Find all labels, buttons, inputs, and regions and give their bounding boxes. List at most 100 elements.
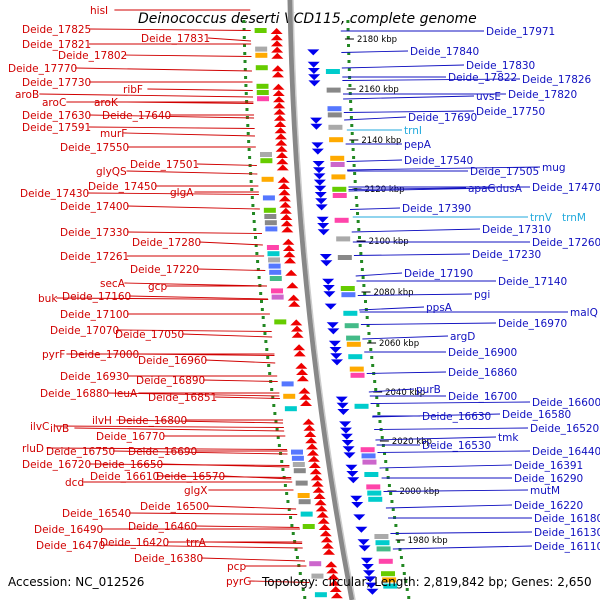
ring-tick [375,396,379,399]
gene-label-forward: dcd [65,477,84,489]
reverse-gene-arrow [353,514,366,521]
reverse-gene-arrow [365,582,378,589]
ring-tick [349,100,353,103]
ring-tick [298,572,302,575]
cog-category-box [329,137,344,143]
leader-line [341,64,465,69]
gene-label-reverse: ppsA [426,302,453,314]
forward-gene-arrow [278,189,291,196]
ring-tick [377,412,381,415]
forward-gene-arrow [272,83,285,90]
ring-tick [387,484,391,487]
cog-category-box [262,195,275,201]
ring-tick [247,148,251,151]
forward-gene-arrow [327,573,340,580]
ring-tick [261,316,265,319]
gene-label-forward: Deide_17550 [60,142,129,154]
cog-category-box [265,226,278,232]
cog-category-box [283,393,296,399]
forward-gene-arrow [281,226,294,233]
ring-tick [253,236,257,239]
ring-tick [363,292,367,295]
forward-gene-arrow [278,183,291,189]
reverse-gene-arrow [310,117,323,124]
gene-label-forward: Deide_17000 [70,349,139,361]
leader-line [375,436,497,441]
reverse-gene-arrow [308,80,321,87]
leader-line [46,447,288,450]
ring-tick [368,340,372,343]
gene-label-reverse: Deide_16391 [514,460,583,472]
reverse-gene-arrow [330,353,343,360]
ring-tick [354,196,358,199]
cog-category-box [271,294,284,300]
gene-label-forward: Deide_17280 [132,237,201,249]
reverse-strand-features [307,49,398,595]
forward-gene-arrow [323,548,336,555]
forward-gene-arrow [273,96,286,103]
gene-label-forward: Deide_16960 [138,355,207,367]
gene-label-forward: Deide_16490 [34,524,103,536]
ring-tick [352,164,356,167]
gene-label-reverse: Deide_17690 [408,112,477,124]
ring-tick [250,188,254,191]
forward-gene-arrow [319,530,332,537]
forward-gene-arrow [308,462,321,468]
forward-gene-arrow [282,245,295,251]
cog-category-box [349,366,364,372]
gene-label-reverse: tmk [498,432,519,444]
ring-tick [374,388,378,391]
gene-label-forward: hisI [90,5,108,17]
cog-category-box [366,484,381,490]
forward-gene-arrow [321,542,334,549]
cog-category-box [330,162,345,167]
ring-tick [371,364,375,367]
reverse-gene-arrow [310,123,323,130]
reverse-gene-arrow [328,340,341,347]
ring-tick [393,516,397,519]
ring-tick [243,60,247,63]
gene-label-forward: glgA [170,187,194,199]
ring-tick [253,228,257,231]
leader-line [137,353,275,356]
gene-label-forward: Deide_17050 [115,329,184,341]
leader-line [223,475,292,480]
cog-category-box [261,176,274,182]
gene-label-reverse: Deide_17390 [402,203,471,215]
kbp-label: 2020 kbp [392,437,432,447]
reverse-gene-arrow [307,68,320,74]
cog-category-box [368,496,383,502]
cog-category-box [292,462,305,467]
forward-gene-arrow [313,493,326,499]
gene-label-reverse: mutM [530,485,560,497]
leader-line [392,545,533,550]
leader-line [124,132,256,137]
gene-label-reverse: Deide_17140 [498,276,567,288]
gene-label-forward: Deide_16380 [134,553,203,565]
reverse-gene-arrow [311,148,324,155]
gene-label-reverse: mug [542,162,566,174]
gene-label-forward: Deide_17802 [58,50,127,62]
gene-label-forward: ilvC [30,421,49,433]
gene-label-forward: Deide_17501 [130,159,199,171]
ring-tick [256,268,260,271]
ring-tick [380,436,384,439]
cog-category-box [337,255,352,260]
gene-label-forward: rluD [22,443,44,455]
gene-label-forward: Deide_16470 [36,540,105,552]
forward-gene-arrow [293,344,306,351]
reverse-gene-arrow [343,452,356,459]
cog-category-box [381,571,396,577]
leader-line [54,425,284,428]
tick-rings [242,20,411,599]
reverse-gene-arrow [314,192,327,198]
ring-tick [277,444,281,447]
forward-gene-arrow [274,121,287,127]
forward-gene-arrow [329,586,342,592]
ring-tick [369,348,373,351]
forward-gene-arrow [270,34,283,41]
leader-line [377,450,531,453]
cog-category-box [361,453,376,459]
genome-backbone [287,0,355,600]
ring-tick [359,252,363,255]
